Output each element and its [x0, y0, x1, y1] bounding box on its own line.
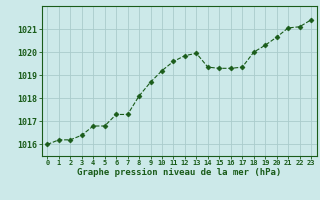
X-axis label: Graphe pression niveau de la mer (hPa): Graphe pression niveau de la mer (hPa)	[77, 168, 281, 177]
